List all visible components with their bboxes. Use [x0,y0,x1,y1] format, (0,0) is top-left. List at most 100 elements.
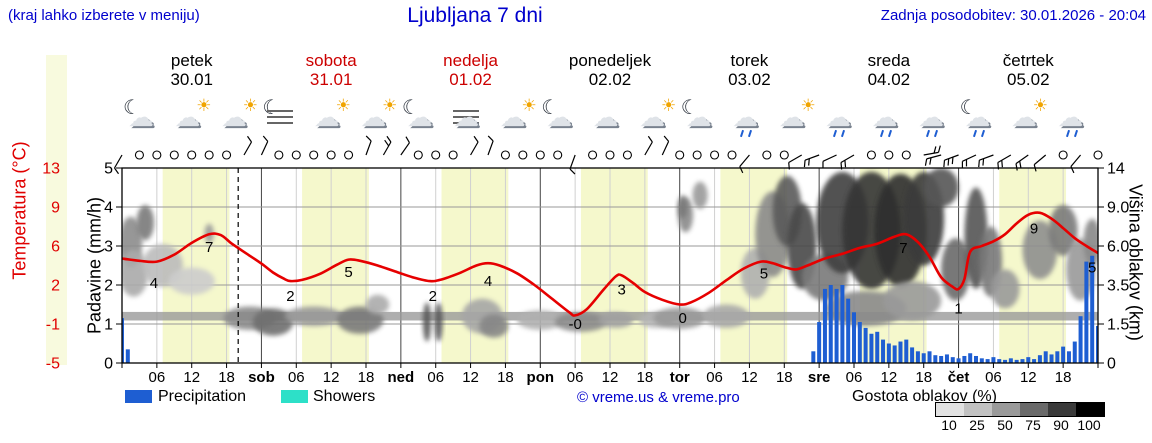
copyright-link[interactable]: © vreme.us & vreme.pro [577,389,740,406]
density-tick-label: 50 [997,417,1013,433]
precip-bar [857,322,862,363]
x-tick-labels: 06 12 18 sob 06 12 18 ned 06 12 18 pon 06 12 18 tor 06 12… [149,369,1072,386]
sun-icon: ☀ [242,96,258,115]
cloud-density-gradient [935,402,1105,417]
cloud-blob [517,310,564,330]
precip-bar [1037,355,1042,363]
precipitation-swatch [125,390,152,403]
left-margin-band [46,55,67,365]
precip-bar [869,333,874,363]
x-tick-label: čet [948,369,970,386]
x-tick-label: 12 [183,369,200,386]
precip-bar [881,339,886,363]
day-date: 31.01 [310,70,353,89]
weather-icon-cloud: ☁ ☁ [592,102,621,134]
x-tick-label: 12 [602,369,619,386]
weather-icon-moon-cloud: ☾ ☁ ☁ [123,97,156,134]
precip-bar [122,318,124,363]
weather-icon-moon-cloud: ☾ ☁ ☁ [401,97,435,134]
precip-bar [1043,351,1048,363]
cloud-icon: ☁ [313,102,340,132]
cloud-icon: ☁ [453,102,480,132]
cloud-icon: ☁ [128,102,154,132]
showers-legend-label: Showers [313,388,376,405]
calm-circle [553,150,563,160]
precip-bar [1096,325,1098,363]
daylight-band [580,168,648,363]
precip-bar [915,351,920,363]
precip-axis-tick: 5 [104,161,113,178]
precip-bar [811,351,816,363]
calm-circle [884,150,894,160]
x-tick-label: 18 [776,369,793,386]
calm-circle [692,150,702,160]
weather-icon-sun-cloud: ☀ ☁ ☁ [499,96,537,134]
cloud-blob [1048,205,1078,256]
precip-bar [939,355,944,363]
cloud-blob [168,267,215,295]
weather-icon-fog-cloud: ☁ ☁ [453,102,482,134]
cloud-icon: ☁ [1011,102,1037,132]
temperature-value-label: 9 [1030,220,1038,237]
cloud-axis-tick: 3.5 [1107,278,1129,295]
weather-icon-sun-cloud: ☀ ☁ ☁ [1011,96,1048,134]
wind-barb [840,154,855,170]
precip-bar [1066,351,1071,363]
day-date: 30.01 [170,70,213,89]
x-tick-label: sob [248,369,275,386]
precip-bar [817,322,822,363]
density-tick-label: 10 [941,417,957,433]
precip-axis-tick: 4 [104,200,113,217]
calm-circle [413,150,423,160]
calm-circle [431,150,441,160]
x-tick-label: 06 [846,369,863,386]
temperature-value-label: 5 [760,265,768,282]
cloud-icon: ☁ [685,102,712,132]
precip-bar [1049,354,1054,363]
cloud-icon: ☁ [174,102,201,132]
weather-icon-sun-cloud: ☀ ☁ ☁ [221,96,258,134]
precip-bar [1020,359,1025,363]
calm-circle [274,150,284,160]
cloud-density-ticks: 10 25 50 75 90 100 [935,417,1105,433]
precip-bar [1026,357,1031,363]
x-tick-label: 06 [149,369,166,386]
x-tick-label: ned [388,369,415,386]
wind-barb [978,154,994,168]
sun-icon: ☀ [196,96,212,115]
moon-icon: ☾ [123,97,141,119]
sun-icon: ☀ [521,96,537,115]
precip-bar [1084,261,1089,363]
calm-circle [1093,150,1103,160]
moon-icon: ☾ [680,97,699,119]
precip-bar [875,331,880,363]
wind-barb [661,135,670,156]
x-tick-label: tor [670,369,690,386]
calm-circle [187,150,197,160]
cloud-blob [923,168,959,207]
cloud-icon: ☁ [546,102,573,132]
weather-icon-sun-cloud: ☀ ☁ ☁ [174,96,212,134]
calm-circle [727,150,737,160]
precip-bar [974,355,978,363]
wind-barbs [113,135,1103,175]
precip-bar [910,347,915,363]
cloud-blob [883,281,942,321]
weather-icon-moon-fog: ☾ [261,96,307,140]
calm-circle [222,150,232,160]
day-date: 02.02 [589,70,632,89]
temperature-value-label: 2 [429,288,437,305]
fog-icon [267,116,294,118]
temperature-value-label: 7 [899,240,907,257]
x-tick-label: 12 [881,369,898,386]
x-tick-label: 06 [427,369,444,386]
precip-axis-tick: 3 [104,239,113,256]
precip-bar [892,345,897,363]
cloud-axis-tick: 9.0 [1107,200,1129,217]
fog-icon [267,122,294,124]
fog-icon [453,122,480,124]
temp-axis-tick: 2 [51,278,60,295]
cloud-icon: ☁ [964,102,991,132]
